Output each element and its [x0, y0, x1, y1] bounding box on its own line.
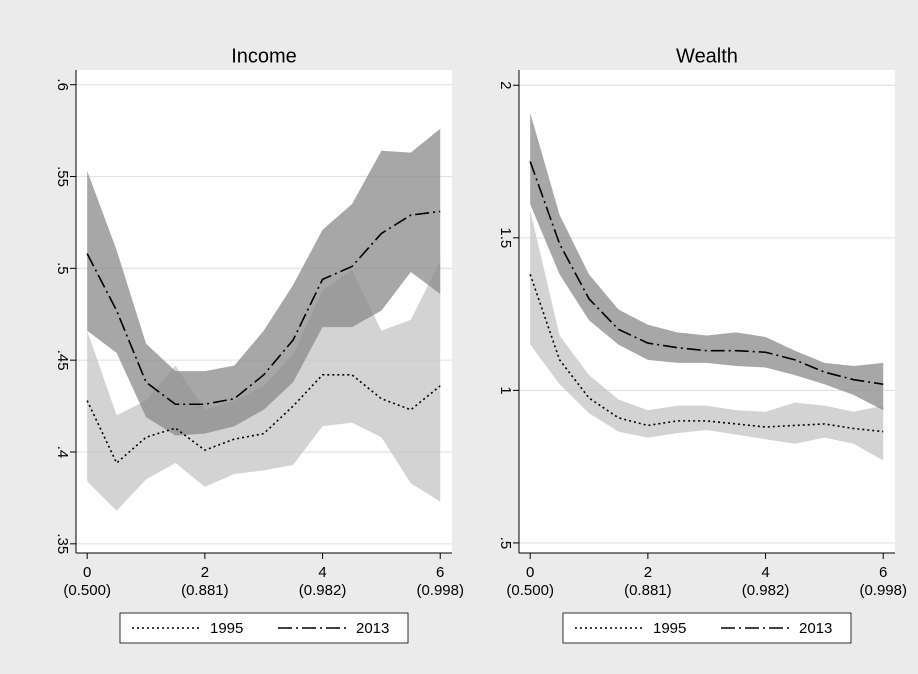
legend-label: 1995 [653, 620, 686, 637]
x-tick-sublabel: (0.881) [181, 582, 229, 599]
x-tick-label: 4 [761, 564, 769, 581]
y-tick-label: 1.5 [497, 227, 514, 248]
x-tick-label: 2 [644, 564, 652, 581]
y-tick-label: 2 [497, 81, 514, 89]
x-tick-sublabel: (0.998) [859, 582, 907, 599]
plot-area [519, 70, 895, 553]
confidence-band [530, 112, 884, 411]
x-tick-sublabel: (0.881) [624, 582, 672, 599]
series-line [529, 161, 884, 386]
x-tick-label: 6 [436, 564, 444, 581]
panel-title: Wealth [676, 45, 738, 67]
legend-label: 2013 [799, 620, 832, 637]
x-tick-label: 4 [318, 564, 326, 581]
confidence-band [87, 128, 441, 436]
x-tick-sublabel: (0.500) [506, 582, 554, 599]
x-tick-sublabel: (0.982) [299, 582, 347, 599]
x-tick-label: 2 [201, 564, 209, 581]
y-tick-label: .5 [497, 537, 514, 550]
y-tick-label: .5 [54, 262, 71, 275]
series-line [529, 274, 884, 433]
legend-label: 1995 [210, 620, 243, 637]
y-tick-label: 1 [497, 386, 514, 394]
y-tick-label: .6 [54, 78, 71, 91]
y-tick-label: .55 [54, 166, 71, 187]
x-tick-sublabel: (0.982) [742, 582, 790, 599]
y-tick-label: .35 [54, 533, 71, 554]
y-tick-label: .45 [54, 350, 71, 371]
legend-label: 2013 [356, 620, 389, 637]
y-tick-label: .4 [54, 446, 71, 459]
x-tick-sublabel: (0.500) [63, 582, 111, 599]
confidence-band [530, 210, 884, 461]
panel-title: Income [231, 45, 297, 67]
series-line [86, 210, 441, 406]
x-tick-label: 0 [83, 564, 91, 581]
x-tick-label: 6 [879, 564, 887, 581]
x-tick-sublabel: (0.998) [416, 582, 464, 599]
x-tick-label: 0 [526, 564, 534, 581]
